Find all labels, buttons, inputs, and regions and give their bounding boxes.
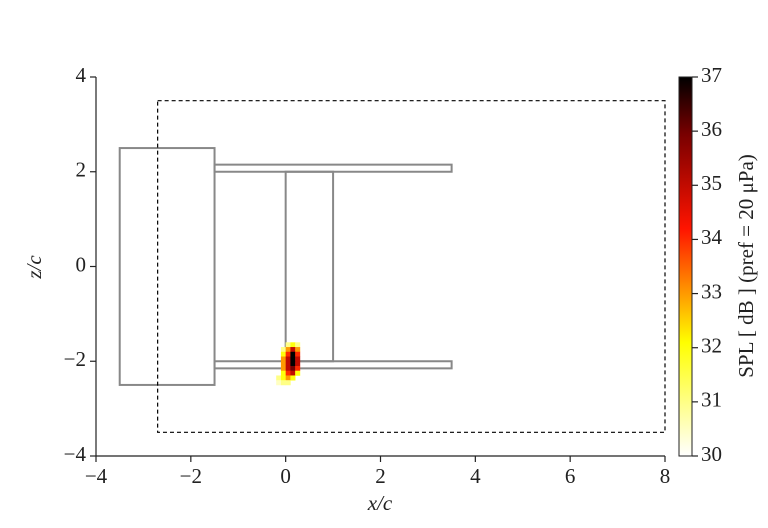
heat-cell [280,380,286,386]
heat-cell [295,351,301,357]
heat-cell [280,351,286,357]
outline [284,170,335,363]
colorbar-label: SPL [ dB ] (pref = 20 μPa) [734,154,758,378]
x-tick-label: 0 [280,464,291,488]
x-tick-label: 2 [375,464,386,488]
heat-cell [290,375,296,381]
heat-cell [285,370,291,376]
heat-cell [295,342,301,348]
heat-cell [290,370,296,376]
heat-cell [280,375,286,381]
heat-cell [280,356,286,362]
colorbar-tick-label: 37 [701,63,722,87]
heat-cell [290,356,296,362]
colorbar-tick-label: 31 [701,388,722,412]
heat-cell [295,347,301,353]
heat-cell [290,351,296,357]
colorbar-tick-label: 35 [701,171,722,195]
x-tick-label: −2 [180,464,202,488]
heat-cell [295,370,301,376]
outline [213,360,453,370]
heat-cell [295,361,301,367]
x-tick-label: 8 [660,464,671,488]
heat-cell [290,342,296,348]
heat-cell [280,361,286,367]
heat-cell [285,342,291,348]
heat-cell [280,347,286,353]
heat-cell [290,347,296,353]
colorbar-tick-label: 32 [701,334,722,358]
y-axis-label: z/c [22,255,46,280]
x-tick-label: −4 [85,464,108,488]
colorbar [678,76,693,457]
heat-cell [285,361,291,367]
heat-cell [285,351,291,357]
colorbar-tick-label: 30 [701,442,722,466]
heat-cell [280,370,286,376]
heat-cell [285,365,291,372]
colorbar-tick-label: 34 [701,225,723,249]
y-tick-label: −2 [64,347,86,371]
outline [118,147,216,386]
heat-cell [280,365,286,372]
heat-cell [276,375,282,381]
heat-cell [285,347,291,353]
heat-cell [295,356,301,362]
outline [157,100,666,433]
y-tick-label: 4 [76,63,87,87]
x-tick-label: 4 [470,464,481,488]
heat-cell [285,375,291,381]
x-tick-label: 6 [565,464,576,488]
heat-cell [285,356,291,362]
heat-cell [285,380,291,386]
y-tick-label: 0 [76,252,87,276]
y-tick-label: 2 [76,158,87,182]
heat-cell [276,380,282,386]
y-tick-label: −4 [64,442,87,466]
heat-cell [290,365,296,372]
colorbar-tick-label: 33 [701,279,722,303]
heat-cell [295,365,301,372]
heat-cell [290,361,296,367]
colorbar-tick-label: 36 [701,117,722,141]
outline [213,163,453,173]
x-axis-label: x/c [367,491,393,515]
